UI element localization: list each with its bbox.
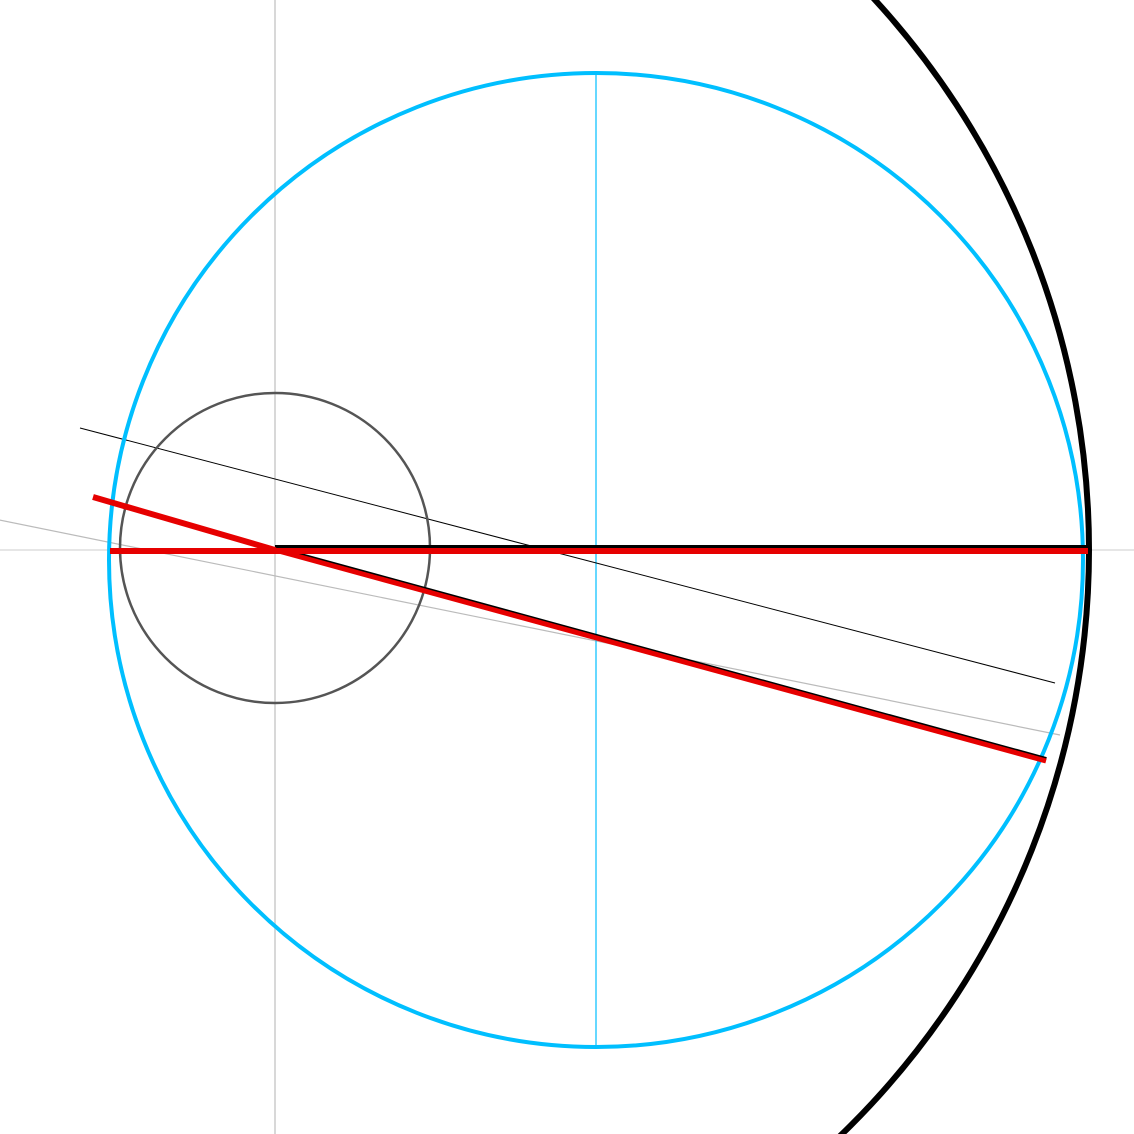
geometric-diagram — [0, 0, 1134, 1134]
black-large-arc — [0, 0, 1089, 1134]
guide-diagonal-black-thin — [80, 428, 1055, 683]
guide-diagonal-gray — [0, 510, 1060, 735]
segment-red-diagonal-down — [275, 550, 1046, 761]
